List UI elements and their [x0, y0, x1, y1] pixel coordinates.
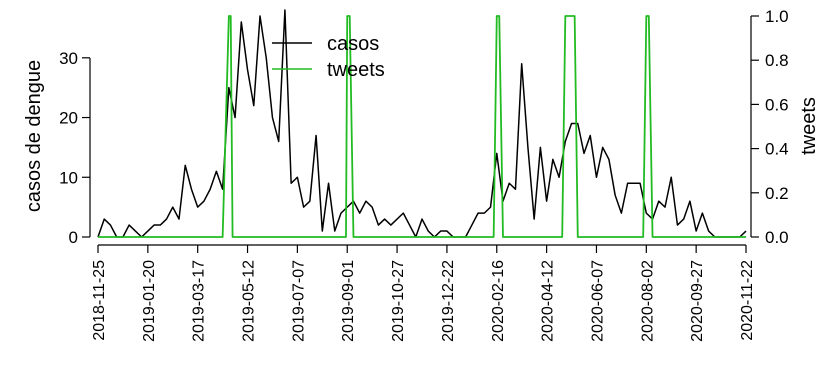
right-tick-label: 0.2 [765, 184, 789, 203]
series-line-casos [97, 9, 747, 238]
right-tick-label: 1.0 [765, 7, 789, 26]
x-tick-label: 2019-12-22 [440, 260, 457, 342]
x-tick-label: 2019-05-12 [241, 260, 258, 342]
x-tick-label: 2019-09-01 [340, 260, 357, 342]
right-tick-label: 0.6 [765, 95, 789, 114]
series-layer [97, 9, 747, 238]
legend: casos tweets [272, 33, 385, 81]
right-tick-label: 0.0 [765, 228, 789, 247]
y-axis-right-label: tweets [798, 97, 820, 155]
series-line-tweets [98, 15, 746, 238]
legend-casos-label: casos [327, 33, 379, 55]
x-tick-label: 2019-03-17 [191, 260, 208, 342]
x-tick-label: 2020-11-22 [739, 260, 756, 341]
x-tick-label: 2018-11-25 [91, 260, 108, 341]
x-tick-label: 2020-06-07 [589, 260, 606, 342]
x-tick-label: 2019-10-27 [390, 260, 407, 342]
x-tick-label: 2020-02-16 [490, 260, 507, 342]
x-tick-label: 2020-08-02 [639, 260, 656, 342]
left-tick-label: 30 [59, 49, 78, 68]
x-tick-label: 2020-04-12 [540, 260, 557, 342]
left-tick-label: 0 [69, 228, 78, 247]
x-tick-label: 2020-09-27 [689, 260, 706, 342]
left-tick-label: 10 [59, 168, 78, 187]
left-ticks: 0 10 20 30 [59, 49, 90, 247]
right-tick-label: 0.8 [765, 51, 789, 70]
right-tick-label: 0.4 [765, 140, 789, 159]
left-tick-label: 20 [59, 109, 78, 128]
right-ticks: 0.0 0.2 0.4 0.6 0.8 1.0 [751, 7, 789, 247]
x-tick-label: 2019-01-20 [141, 260, 158, 342]
y-axis-left-label: casos de dengue [23, 60, 45, 212]
x-ticks: 2018-11-25 2019-01-20 2019-03-17 2019-05-12… [91, 245, 756, 342]
legend-tweets-label: tweets [327, 59, 385, 81]
x-tick-label: 2019-07-07 [290, 260, 307, 342]
